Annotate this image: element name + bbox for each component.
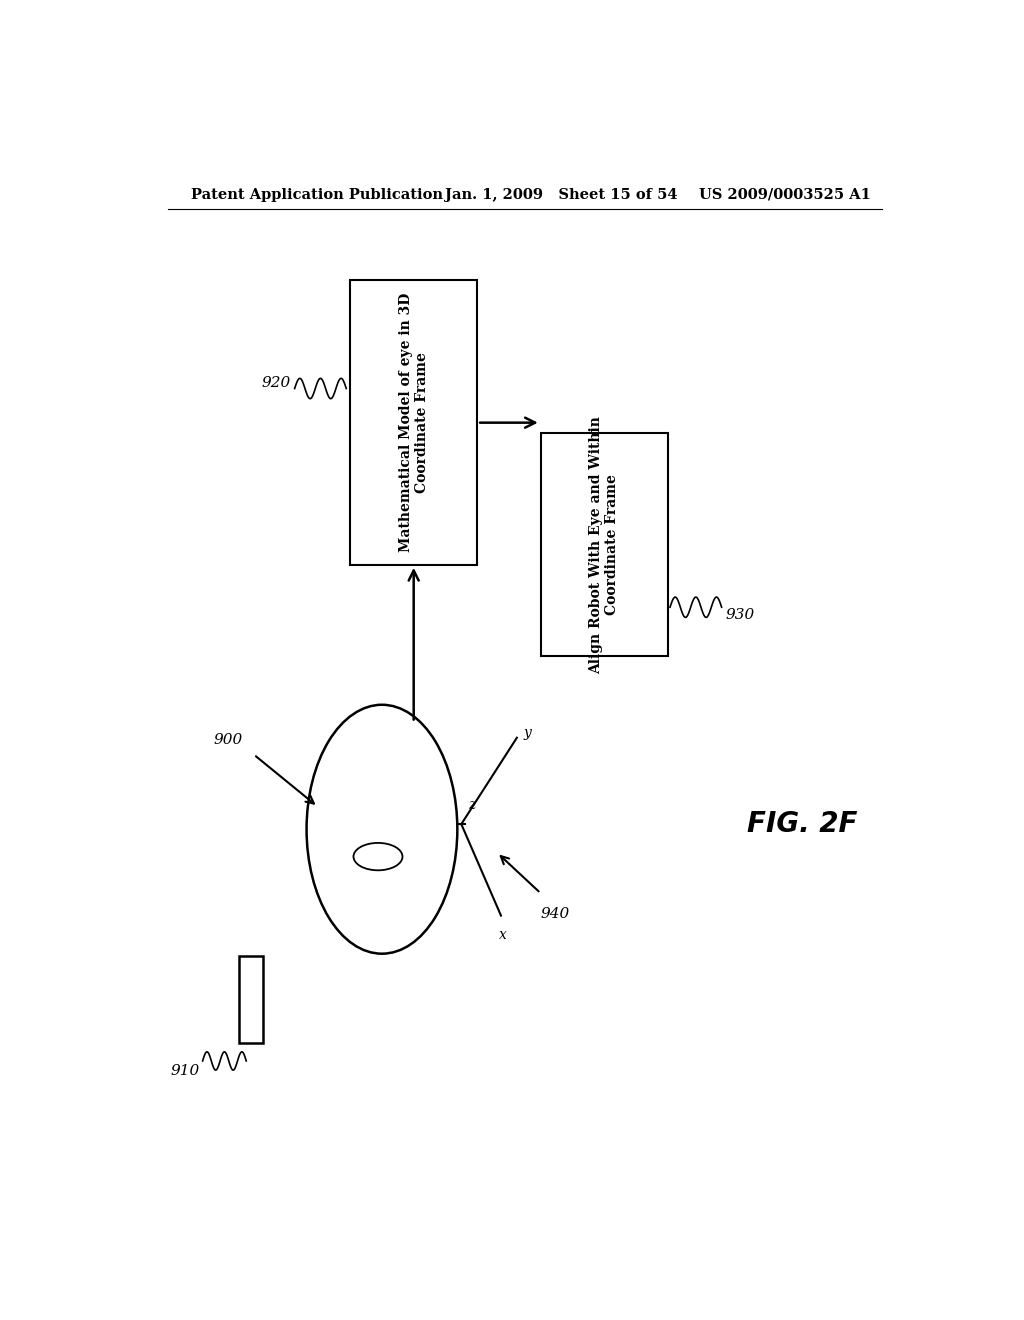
Text: x: x <box>500 928 507 941</box>
Text: 900: 900 <box>213 733 243 747</box>
Text: 930: 930 <box>726 609 755 622</box>
Text: 920: 920 <box>261 376 291 391</box>
Text: FIG. 2F: FIG. 2F <box>748 810 857 838</box>
Bar <box>240 956 263 1043</box>
Text: z: z <box>468 799 475 812</box>
Text: Mathematical Model of eye in 3D
Coordinate Frame: Mathematical Model of eye in 3D Coordina… <box>398 293 429 552</box>
Bar <box>541 433 668 656</box>
Text: Jan. 1, 2009   Sheet 15 of 54: Jan. 1, 2009 Sheet 15 of 54 <box>445 187 678 202</box>
Text: 910: 910 <box>171 1064 201 1078</box>
Text: Align Robot With Eye and Within
Coordinate Frame: Align Robot With Eye and Within Coordina… <box>589 416 620 673</box>
Text: Patent Application Publication: Patent Application Publication <box>191 187 443 202</box>
Text: y: y <box>523 726 531 739</box>
Ellipse shape <box>353 843 402 870</box>
Text: US 2009/0003525 A1: US 2009/0003525 A1 <box>699 187 871 202</box>
Text: 940: 940 <box>541 907 570 921</box>
Ellipse shape <box>306 705 458 953</box>
Bar <box>350 280 477 565</box>
